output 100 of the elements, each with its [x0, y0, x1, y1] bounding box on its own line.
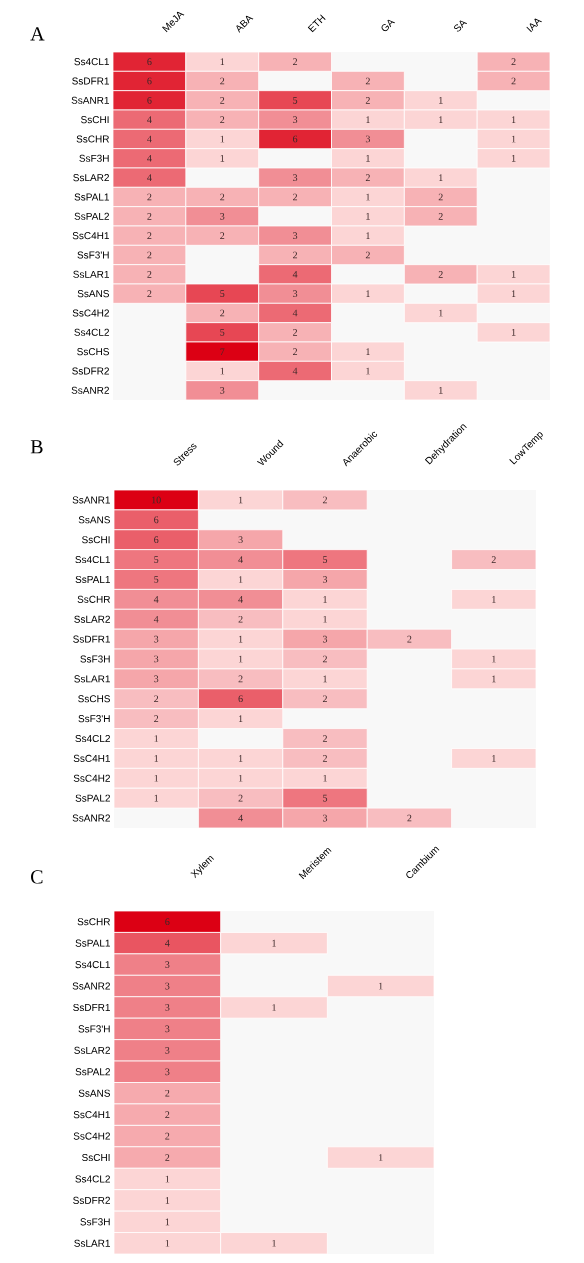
data-label: 5: [323, 556, 328, 563]
y-tick-label: Ss4CL2: [75, 1175, 110, 1183]
data-label: 1: [220, 58, 225, 65]
data-label: 1: [511, 271, 516, 278]
data-label: 2: [365, 77, 370, 85]
data-label: 2: [147, 213, 152, 220]
data-label: 2: [220, 193, 225, 201]
y-tick-label: SsPAL2: [74, 212, 109, 220]
data-label: 3: [154, 675, 159, 683]
data-label: 2: [365, 174, 370, 181]
data-label: 2: [147, 232, 152, 239]
data-label: 1: [272, 939, 276, 947]
y-tick-label: SsLAR2: [74, 615, 110, 623]
y-tick-label: SsF3H: [80, 655, 110, 663]
data-label: 1: [165, 1218, 170, 1226]
data-label: 1: [154, 774, 159, 782]
y-tick-label: SsC4H1: [72, 232, 109, 240]
data-label: 4: [238, 596, 243, 603]
data-label: 2: [220, 232, 225, 239]
data-label: 5: [323, 794, 328, 802]
data-label: 2: [438, 213, 443, 220]
data-label: 1: [366, 367, 370, 375]
data-label: 3: [154, 635, 159, 643]
data-label: 5: [154, 556, 159, 563]
y-tick-label: SsDFR1: [72, 77, 109, 85]
data-label: 5: [220, 328, 225, 336]
data-label: 3: [165, 982, 170, 990]
y-tick-label: SsPAL2: [75, 1068, 110, 1076]
data-label: 1: [165, 1197, 170, 1204]
data-label: 2: [147, 290, 152, 297]
y-tick-label: SsLAR1: [73, 270, 109, 278]
y-tick-label: SsLAR1: [74, 1239, 110, 1247]
data-label: 2: [220, 97, 225, 104]
data-label: 3: [165, 1004, 170, 1011]
y-tick-label: SsLAR1: [74, 675, 110, 683]
data-label: 2: [238, 675, 243, 683]
data-label: 3: [165, 1046, 170, 1054]
data-label: 1: [238, 655, 243, 663]
data-label: 1: [366, 155, 370, 162]
data-label: 1: [220, 135, 225, 143]
y-tick-label: SsF3H: [79, 154, 109, 162]
data-label: 5: [220, 290, 225, 297]
data-label: 1: [220, 155, 225, 162]
y-tick-label: SsC4H2: [73, 774, 110, 782]
data-label: 1: [492, 675, 496, 683]
data-label: 4: [292, 271, 298, 278]
y-tick-label: Ss4CL1: [75, 961, 110, 969]
y-tick-label: Ss4CL1: [75, 556, 110, 564]
data-label: 1: [366, 213, 370, 220]
data-label: 3: [293, 116, 298, 124]
data-label: 2: [491, 556, 496, 563]
data-label: 6: [293, 135, 298, 143]
y-tick-label: SsC4H1: [73, 1111, 110, 1119]
data-label: 2: [220, 116, 225, 123]
data-label: 1: [366, 116, 370, 123]
x-tick-label: ABA: [236, 15, 254, 33]
y-tick-label: SsPAL1: [74, 193, 109, 201]
data-label: 1: [323, 615, 327, 623]
data-label: 2: [165, 1132, 170, 1140]
y-tick-label: SsPAL2: [75, 794, 110, 802]
data-label: 2: [511, 58, 516, 65]
data-label: 2: [438, 271, 443, 278]
data-label: 1: [439, 116, 443, 123]
data-label: 1: [272, 1239, 276, 1247]
data-label: 2: [165, 1111, 170, 1118]
data-label: 1: [492, 655, 496, 663]
data-label: 1: [511, 155, 516, 162]
y-tick-label: SsDFR1: [73, 1003, 110, 1011]
y-tick-label: Ss4CL1: [74, 58, 109, 66]
data-label: 1: [238, 496, 243, 504]
y-tick-label: SsANS: [78, 1089, 111, 1097]
data-label: 2: [165, 1154, 170, 1161]
data-label: 1: [511, 329, 516, 336]
data-label: 1: [511, 135, 516, 143]
data-label: 4: [153, 596, 159, 603]
data-label: 2: [293, 329, 298, 336]
y-tick-label: SsANR1: [72, 496, 110, 504]
data-label: 4: [147, 155, 152, 162]
y-tick-label: SsCHR: [76, 135, 109, 143]
y-tick-label: SsANR2: [72, 814, 110, 822]
y-tick-label: SsDFR1: [73, 635, 110, 643]
data-label: 4: [292, 309, 298, 317]
chart-title: C: [31, 870, 43, 884]
data-label: 5: [293, 96, 298, 104]
y-tick-label: SsCHI: [82, 1153, 110, 1162]
data-label: 2: [293, 251, 298, 259]
data-label: 1: [323, 774, 327, 782]
y-tick-label: SsANR1: [71, 96, 109, 104]
y-tick-label: SsPAL1: [75, 575, 110, 583]
data-label: 2: [438, 193, 443, 201]
data-label: 1: [238, 715, 243, 722]
data-label: 1: [439, 97, 443, 104]
y-tick-label: SsC4H2: [73, 1132, 110, 1140]
data-label: 3: [154, 655, 159, 663]
data-label: 2: [293, 348, 298, 355]
x-tick-label: IAA: [526, 18, 542, 33]
data-label: 1: [366, 232, 370, 239]
data-label: 2: [407, 814, 412, 822]
y-tick-label: SsF3H: [80, 1218, 110, 1226]
data-label: 6: [154, 536, 159, 544]
